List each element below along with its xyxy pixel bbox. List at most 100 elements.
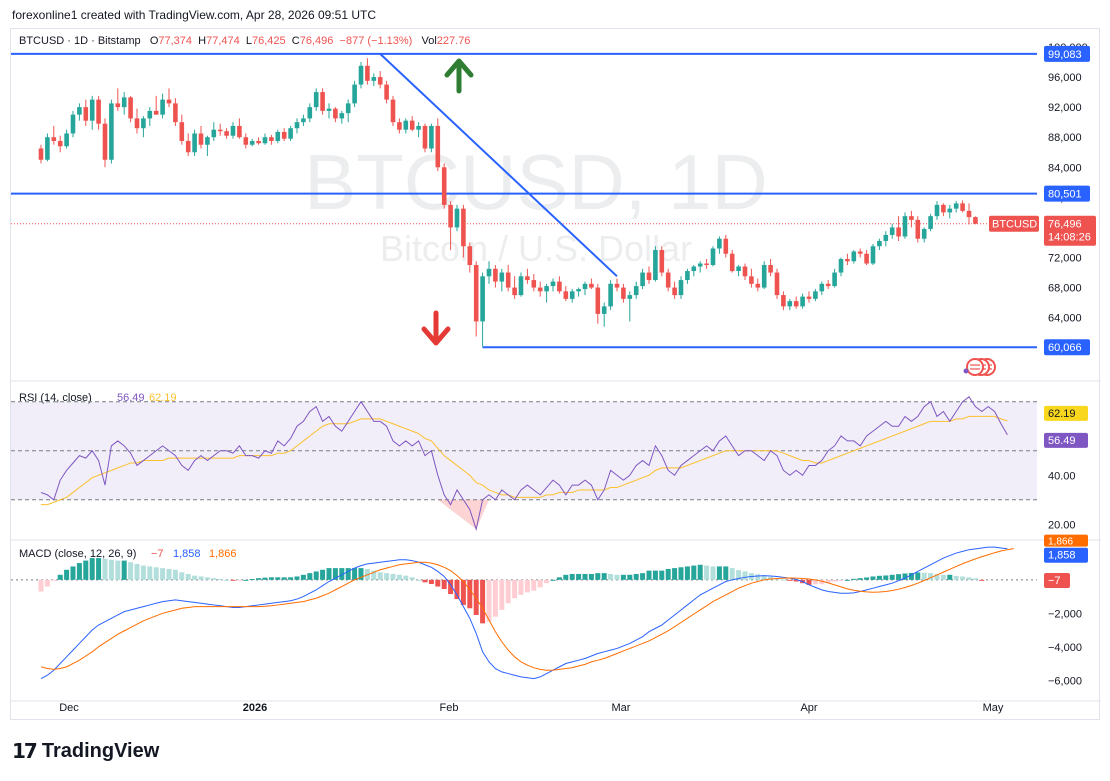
macd-hist-label: −7 <box>1048 575 1061 587</box>
candle-body <box>915 219 921 239</box>
macd-histogram-bar <box>460 579 466 605</box>
candle-body <box>781 295 786 307</box>
macd-histogram-bar <box>819 579 825 585</box>
macd-histogram-bar <box>172 569 178 580</box>
macd-histogram-bar <box>812 579 818 585</box>
candle-body <box>121 97 127 108</box>
macd-histogram-bar <box>428 579 434 585</box>
volume-value: 227.76 <box>436 35 471 47</box>
macd-histogram-bar <box>544 579 550 584</box>
candle-body <box>45 137 50 160</box>
candle-body <box>211 129 217 138</box>
down-arrow-head <box>421 326 451 346</box>
macd-histogram-bar <box>588 573 594 580</box>
level-label-box <box>1044 45 1090 62</box>
macd-histogram-bar <box>576 573 582 580</box>
macd-histogram-bar <box>614 574 620 580</box>
candle-body <box>774 272 780 296</box>
macd-histogram-bar <box>76 563 82 580</box>
candle-body <box>614 283 620 288</box>
high-label: H <box>198 35 207 47</box>
price-tick-label: 96,000 <box>1048 72 1082 84</box>
candle-body <box>633 286 639 296</box>
tradingview-logo[interactable]: 17 TradingView <box>12 738 159 764</box>
macd-histogram-bar <box>51 579 57 581</box>
macd-histogram-bar <box>320 569 326 580</box>
candle-body <box>422 125 428 149</box>
candle-body <box>934 204 940 217</box>
macd-histogram-bar <box>550 579 556 581</box>
candle-body <box>467 246 473 266</box>
symbol-tag-box <box>989 215 1039 232</box>
macd-histogram-bar <box>563 574 569 580</box>
macd-histogram-bar <box>915 572 921 580</box>
macd-histogram-bar <box>608 573 614 580</box>
macd-histogram-bar <box>691 565 697 580</box>
macd-histogram-bar <box>646 570 652 580</box>
macd-histogram-bar <box>505 579 511 604</box>
macd-histogram-bar <box>422 579 428 583</box>
macd-histogram-bar <box>960 576 966 580</box>
macd-histogram-bar <box>64 569 70 580</box>
candle-body <box>672 287 677 296</box>
candle-body <box>224 131 229 136</box>
rsi-title-ma-value: 62.19 <box>149 392 177 404</box>
macd-histogram-bar <box>224 579 230 581</box>
candle-body <box>742 266 748 277</box>
symbol-label[interactable]: BTCUSD · 1D · Bitstamp <box>19 35 141 47</box>
candle-body <box>883 234 889 241</box>
macd-histogram-bar <box>198 576 204 580</box>
candle-body <box>397 122 402 130</box>
candle-body <box>601 306 607 314</box>
macd-histogram-bar <box>844 579 850 581</box>
close-value: 76,496 <box>299 35 334 47</box>
candle-body <box>793 301 799 307</box>
candle-body <box>230 125 236 136</box>
macd-title: MACD (close, 12, 26, 9) <box>19 548 136 560</box>
candle-body <box>198 133 204 145</box>
candle-body <box>697 263 703 267</box>
rsi-ma-value-box <box>1044 405 1088 421</box>
macd-histogram-bar <box>499 579 505 610</box>
candle-body <box>851 251 857 262</box>
macd-histogram-bar <box>870 576 876 580</box>
macd-histogram-bar <box>832 579 838 582</box>
rsi-line <box>40 396 1008 532</box>
macd-histogram-bar <box>524 579 530 593</box>
macd-histogram-bar <box>537 579 543 588</box>
candle-body <box>838 259 844 273</box>
macd-histogram-bar <box>761 575 767 580</box>
candle-body <box>57 140 63 147</box>
macd-histogram-bar <box>486 579 492 622</box>
macd-histogram-bar <box>332 568 338 580</box>
candle-body <box>505 272 511 288</box>
volume-label: Vol <box>421 35 437 47</box>
macd-histogram-bar <box>940 574 946 580</box>
macd-title-hist: −7 <box>151 548 164 560</box>
macd-histogram-bar <box>256 578 262 580</box>
candle-body <box>403 120 409 130</box>
candle-body <box>544 286 549 292</box>
top-caption: forexonline1 created with TradingView.co… <box>12 8 376 22</box>
macd-histogram-bar <box>179 572 185 580</box>
macd-value-label: 1,858 <box>1048 550 1076 562</box>
candle-body <box>531 280 537 288</box>
time-axis-label: 2026 <box>243 702 267 714</box>
candle-body <box>921 228 927 239</box>
candle-body <box>589 283 594 288</box>
macd-histogram-bar <box>697 564 703 580</box>
macd-histogram-bar <box>857 578 863 580</box>
macd-histogram-bar <box>947 574 953 580</box>
time-axis-label: Feb <box>440 702 459 714</box>
macd-histogram-bar <box>864 577 870 580</box>
macd-histogram-bar <box>582 573 588 580</box>
macd-histogram-bar <box>441 579 447 590</box>
macd-tick-label: −6,000 <box>1048 675 1082 687</box>
macd-histogram-bar <box>729 568 735 580</box>
macd-histogram-bar <box>518 579 524 595</box>
price-tick-label: 88,000 <box>1048 132 1082 144</box>
candle-body <box>441 167 447 205</box>
chart-frame[interactable]: BTCUSD, 1D Bitcoin / U.S. Dollar 64,000 68,… <box>10 28 1101 721</box>
macd-histogram-bar <box>204 577 210 580</box>
